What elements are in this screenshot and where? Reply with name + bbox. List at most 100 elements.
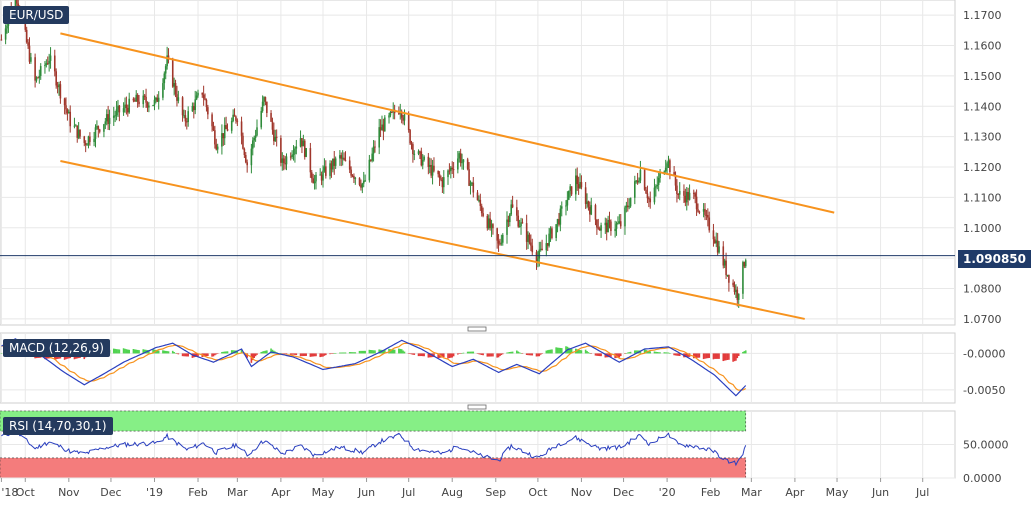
candle-body	[541, 248, 543, 251]
candle	[626, 197, 629, 212]
macd-hist-bar	[694, 353, 696, 359]
candle-body	[163, 73, 166, 84]
macd-hist-bar	[250, 353, 253, 363]
rsi-label: RSI (14,70,30,1)	[3, 417, 113, 435]
candle	[134, 97, 136, 102]
candle-body	[299, 138, 302, 147]
macd-hist-bar	[518, 352, 521, 354]
candle	[97, 125, 100, 138]
candle	[569, 184, 571, 198]
candle	[348, 156, 351, 174]
macd-hist-bar	[501, 353, 504, 355]
candle	[685, 186, 688, 211]
candle-body	[164, 66, 167, 74]
candle-body	[718, 246, 720, 253]
macd-hist-bar	[256, 353, 258, 355]
macd-hist-bar	[430, 353, 432, 358]
candle-body	[659, 173, 661, 178]
candle-body	[643, 169, 646, 190]
candle-body	[530, 242, 532, 246]
macd-hist-bar	[461, 353, 463, 354]
candle	[517, 210, 520, 228]
macd-hist-bar	[541, 353, 543, 354]
macd-hist-bar	[427, 353, 430, 358]
candle	[132, 97, 135, 103]
candle-body	[577, 184, 580, 189]
candle-body	[378, 127, 380, 148]
current-price-tag: 1.090850	[958, 250, 1032, 268]
candle	[624, 205, 626, 235]
candle	[73, 117, 76, 129]
macd-hist-bar	[448, 353, 451, 359]
macd-hist-bar	[393, 349, 396, 354]
candle	[702, 203, 705, 218]
macd-hist-bar	[617, 353, 619, 358]
macd-hist-bar	[138, 350, 140, 354]
candle-body	[732, 282, 734, 286]
macd-hist-bar	[181, 353, 184, 357]
candle-body	[127, 107, 129, 113]
candle	[431, 159, 434, 185]
macd-hist-bar	[236, 350, 239, 354]
candle	[215, 138, 218, 151]
macd-hist-bar	[187, 353, 189, 357]
candle-body	[636, 180, 639, 183]
macd-hist-bar	[586, 351, 588, 354]
candle-body	[361, 183, 364, 188]
candle	[402, 114, 404, 125]
candle	[87, 135, 90, 149]
candle	[69, 105, 72, 133]
candle-body	[586, 201, 588, 205]
candle	[607, 215, 609, 233]
candle	[66, 108, 69, 121]
candle	[236, 118, 239, 127]
price-y-tick: 1.1700	[963, 9, 1002, 22]
candle-body	[280, 138, 282, 163]
candle-body	[124, 104, 126, 109]
macd-hist-bar	[378, 349, 380, 354]
x-tick-label: Jul	[915, 486, 929, 499]
macd-hist-bar	[136, 349, 139, 354]
candle	[684, 188, 687, 207]
macd-hist-bar	[743, 351, 746, 354]
macd-hist-bar	[584, 349, 587, 354]
candle-body	[162, 83, 164, 98]
candle	[155, 96, 157, 104]
candle	[451, 161, 454, 175]
macd-hist-bar	[305, 353, 307, 356]
macd-hist-bar	[479, 353, 482, 355]
macd-hist-bar	[302, 353, 305, 357]
candle-body	[735, 289, 737, 293]
candle	[608, 211, 611, 229]
candle-body	[181, 97, 184, 116]
candle	[233, 108, 236, 117]
macd-hist-bar	[285, 353, 288, 355]
macd-hist-bar	[291, 353, 293, 355]
candle	[34, 53, 36, 88]
candle-body	[107, 114, 109, 124]
macd-hist-bar	[301, 353, 303, 357]
macd-hist-bar	[253, 353, 255, 358]
candle	[492, 223, 494, 235]
candle	[413, 150, 416, 161]
candle	[417, 149, 420, 156]
candle	[698, 210, 701, 215]
candle	[428, 157, 431, 174]
candle	[659, 168, 661, 183]
candle	[56, 81, 59, 94]
candle-body	[560, 206, 563, 209]
macd-hist-bar	[392, 349, 395, 354]
candle	[104, 117, 107, 130]
candle	[692, 189, 695, 200]
candle	[614, 220, 616, 238]
macd-hist-bar	[421, 353, 424, 357]
macd-hist-bar	[482, 353, 484, 356]
macd-hist-bar	[369, 350, 372, 354]
candle	[570, 186, 573, 196]
candle-body	[325, 166, 327, 176]
macd-hist-bar	[313, 353, 316, 357]
candle	[191, 102, 194, 112]
macd-hist-bar	[600, 353, 602, 357]
candle	[44, 61, 46, 74]
macd-hist-bar	[223, 351, 226, 354]
